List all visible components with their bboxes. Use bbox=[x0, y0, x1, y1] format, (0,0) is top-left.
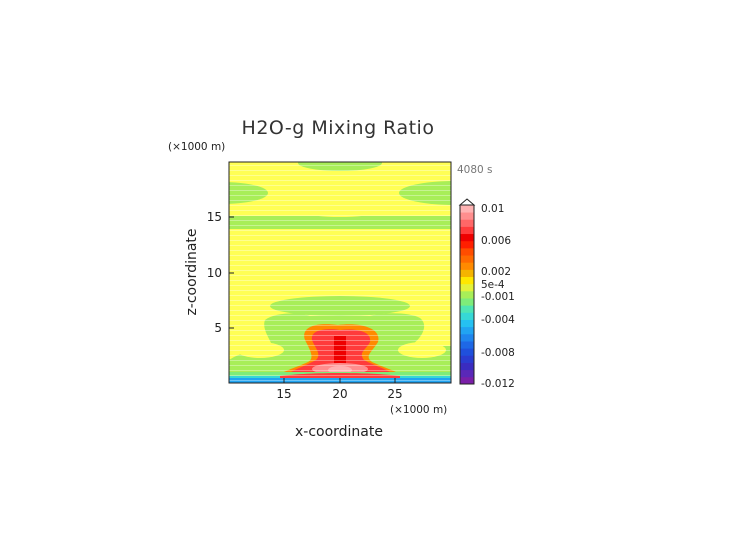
colorbar: 0.01 0.006 0.002 5e-4 -0.001 -0.004 -0.0… bbox=[458, 198, 515, 390]
colorbar-swatch bbox=[460, 219, 474, 227]
colorbar-swatch bbox=[460, 247, 474, 256]
colorbar-swatch bbox=[460, 283, 474, 292]
x-tick-20: 20 bbox=[332, 387, 347, 401]
x-tick-15: 15 bbox=[276, 387, 291, 401]
colorbar-swatch bbox=[460, 369, 474, 378]
colorbar-swatch bbox=[460, 348, 474, 356]
colorbar-swatch bbox=[460, 205, 474, 213]
colorbar-swatch bbox=[460, 226, 474, 235]
colorbar-swatch bbox=[460, 362, 474, 371]
y-axis-label: z-coordinate bbox=[184, 228, 200, 315]
colorbar-swatch bbox=[460, 305, 474, 313]
colorbar-swatch bbox=[460, 376, 474, 385]
y-ticks: 5 10 15 bbox=[207, 210, 234, 335]
colorbar-label-4: -0.001 bbox=[481, 291, 515, 303]
colorbar-label-2: 0.002 bbox=[481, 266, 511, 278]
colorbar-swatch bbox=[460, 262, 474, 270]
x-tick-25: 25 bbox=[387, 387, 402, 401]
time-label: 4080 s bbox=[457, 164, 493, 176]
colorbar-label-0: 0.01 bbox=[481, 203, 504, 215]
colorbar-swatches bbox=[460, 205, 474, 385]
colorbar-swatch bbox=[460, 298, 474, 306]
colorbar-swatch bbox=[460, 212, 474, 220]
colorbar-label-6: -0.008 bbox=[481, 347, 515, 359]
colorbar-frame bbox=[459, 204, 475, 385]
x-axis-label: x-coordinate bbox=[295, 424, 383, 440]
colorbar-label-5: -0.004 bbox=[481, 314, 515, 326]
colorbar-swatch bbox=[460, 290, 474, 299]
y-tick-10: 10 bbox=[207, 266, 222, 280]
chart-title: H2O-g Mixing Ratio bbox=[242, 117, 435, 139]
colorbar-label-3: 5e-4 bbox=[481, 279, 505, 291]
y-tick-15: 15 bbox=[207, 210, 222, 224]
x-ticks: 15 20 25 bbox=[276, 378, 403, 401]
stripe-texture bbox=[229, 162, 451, 383]
colorbar-label-1: 0.006 bbox=[481, 235, 511, 247]
colorbar-swatch bbox=[460, 355, 474, 363]
y-tick-5: 5 bbox=[214, 321, 222, 335]
colorbar-swatch bbox=[460, 312, 474, 320]
colorbar-swatch bbox=[460, 240, 474, 249]
colorbar-swatch bbox=[460, 326, 474, 335]
x-unit-label: (×1000 m) bbox=[390, 404, 447, 416]
colorbar-swatch bbox=[460, 319, 474, 328]
colorbar-swatch bbox=[460, 333, 474, 342]
colorbar-swatch bbox=[460, 255, 474, 263]
y-unit-label: (×1000 m) bbox=[168, 141, 225, 153]
colorbar-max-arrow bbox=[458, 198, 476, 206]
colorbar-swatch bbox=[460, 233, 474, 242]
colorbar-label-7: -0.012 bbox=[481, 378, 515, 390]
colorbar-swatch bbox=[460, 269, 474, 277]
colorbar-swatch bbox=[460, 276, 474, 285]
colorbar-swatch bbox=[460, 341, 474, 349]
